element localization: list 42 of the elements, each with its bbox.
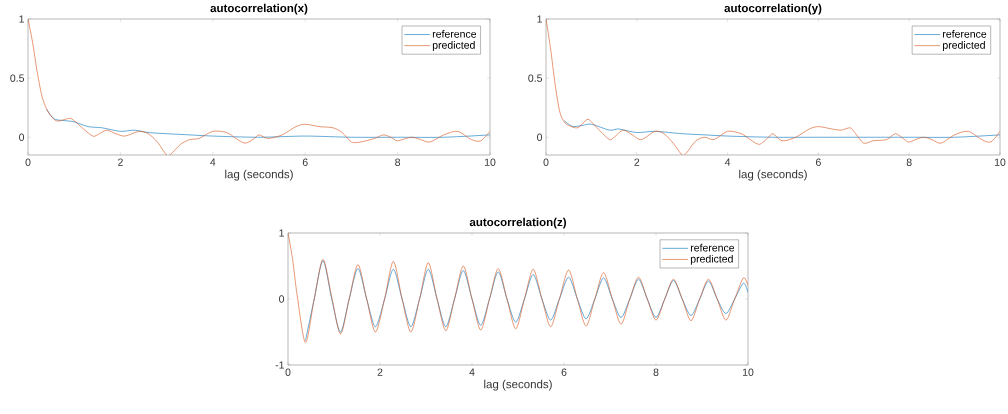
legend-label: reference (690, 243, 735, 252)
y-tick-label: -1 (275, 361, 284, 369)
legend-label: predicted (432, 41, 475, 51)
legend-label: predicted (690, 254, 733, 265)
legend-label: predicted (943, 41, 985, 51)
y-tick-label: 0 (537, 133, 543, 141)
y-tick-label: 0.5 (10, 74, 25, 82)
chart-title: autocorrelation(y) (724, 3, 822, 15)
line-series (563, 120, 1000, 138)
x-tick-label: 8 (906, 158, 912, 166)
x-tick-label: 6 (816, 158, 821, 166)
x-tick-label: 0 (25, 158, 31, 166)
x-tick-label: 6 (561, 368, 567, 376)
x-tick-label: 8 (395, 158, 401, 166)
x-tick-label: 4 (724, 158, 731, 166)
x-tick-label: 0 (543, 158, 549, 166)
x-tick-label: 10 (742, 368, 754, 376)
chart-title: autocorrelation(x) (210, 3, 308, 15)
line-series (546, 18, 1000, 155)
y-tick-label: 0 (19, 133, 25, 141)
x-axis-title: lag (seconds) (225, 169, 293, 181)
x-tick-label: 2 (634, 158, 640, 166)
legend-label: reference (432, 30, 477, 38)
x-tick-label: 8 (653, 368, 659, 376)
chart-title: autocorrelation(z) (469, 217, 566, 229)
y-tick-label: 0 (279, 295, 285, 303)
x-tick-label: 2 (377, 368, 383, 376)
y-tick-label: 0.5 (528, 74, 543, 82)
y-tick-label: 1 (279, 229, 284, 237)
x-tick-label: 0 (285, 368, 291, 376)
x-axis-title: lag (seconds) (484, 379, 552, 391)
x-tick-label: 10 (994, 158, 1006, 166)
x-tick-label: 2 (118, 158, 123, 166)
x-tick-label: 4 (210, 158, 216, 166)
x-tick-label: 6 (302, 158, 308, 166)
line-series (28, 18, 491, 155)
x-axis-title: lag (seconds) (739, 169, 807, 181)
legend-label: reference (943, 30, 987, 38)
x-tick-label: 10 (484, 158, 496, 166)
x-tick-label: 4 (469, 368, 475, 376)
y-tick-label: 1 (19, 15, 24, 23)
y-tick-label: 1 (537, 15, 542, 23)
